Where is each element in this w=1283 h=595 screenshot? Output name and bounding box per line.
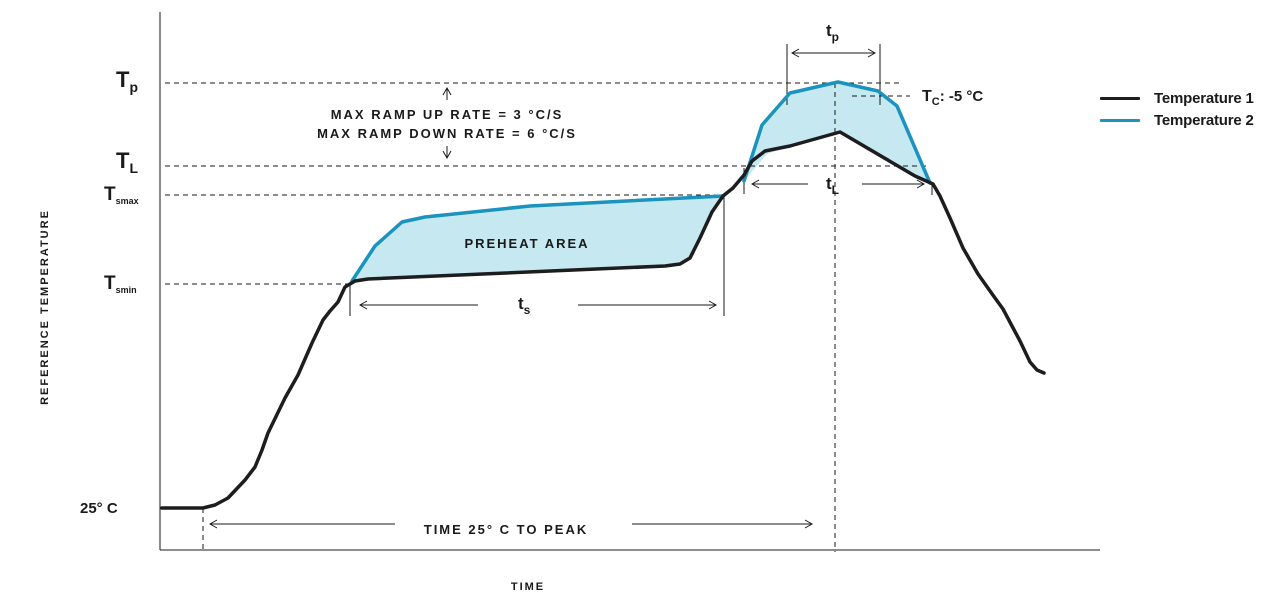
tp-level-label: Tp — [116, 67, 138, 95]
ramp-down-annotation: MAX RAMP DOWN RATE = 6 °C/S — [317, 126, 577, 141]
temperature-2-curve — [350, 80, 932, 283]
tsmax-level-label: Tsmax — [104, 184, 139, 206]
tl-level-label: TL — [116, 148, 138, 176]
tp-duration-label: tp — [826, 21, 839, 44]
ts-label: ts — [518, 294, 531, 317]
legend-label-temperature-2: Temperature 2 — [1154, 111, 1254, 129]
tsmin-level-label: Tsmin — [104, 273, 137, 295]
legend-item-temperature-1: Temperature 1 — [1100, 88, 1254, 108]
ramp-up-annotation: MAX RAMP UP RATE = 3 °C/S — [331, 107, 564, 122]
legend-swatch-temperature-2 — [1100, 118, 1140, 122]
chart-legend: Temperature 1 Temperature 2 — [1100, 88, 1254, 132]
legend-item-temperature-2: Temperature 2 — [1100, 110, 1254, 130]
time-to-peak-label: TIME 25° C TO PEAK — [424, 522, 588, 537]
ambient-level-label: 25° C — [80, 500, 118, 517]
tc-label: TC: -5 °C — [922, 88, 983, 108]
preheat-area-label: PREHEAT AREA — [464, 236, 589, 251]
temperature-1-curve — [160, 130, 1046, 510]
tl-duration-label: tL — [826, 174, 839, 197]
legend-swatch-temperature-1 — [1100, 96, 1140, 100]
legend-label-temperature-1: Temperature 1 — [1154, 89, 1254, 107]
y-axis-title: REFERENCE TEMPERATURE — [39, 209, 51, 405]
x-axis-title: TIME — [511, 581, 545, 593]
preheat-area-fill — [352, 196, 723, 281]
